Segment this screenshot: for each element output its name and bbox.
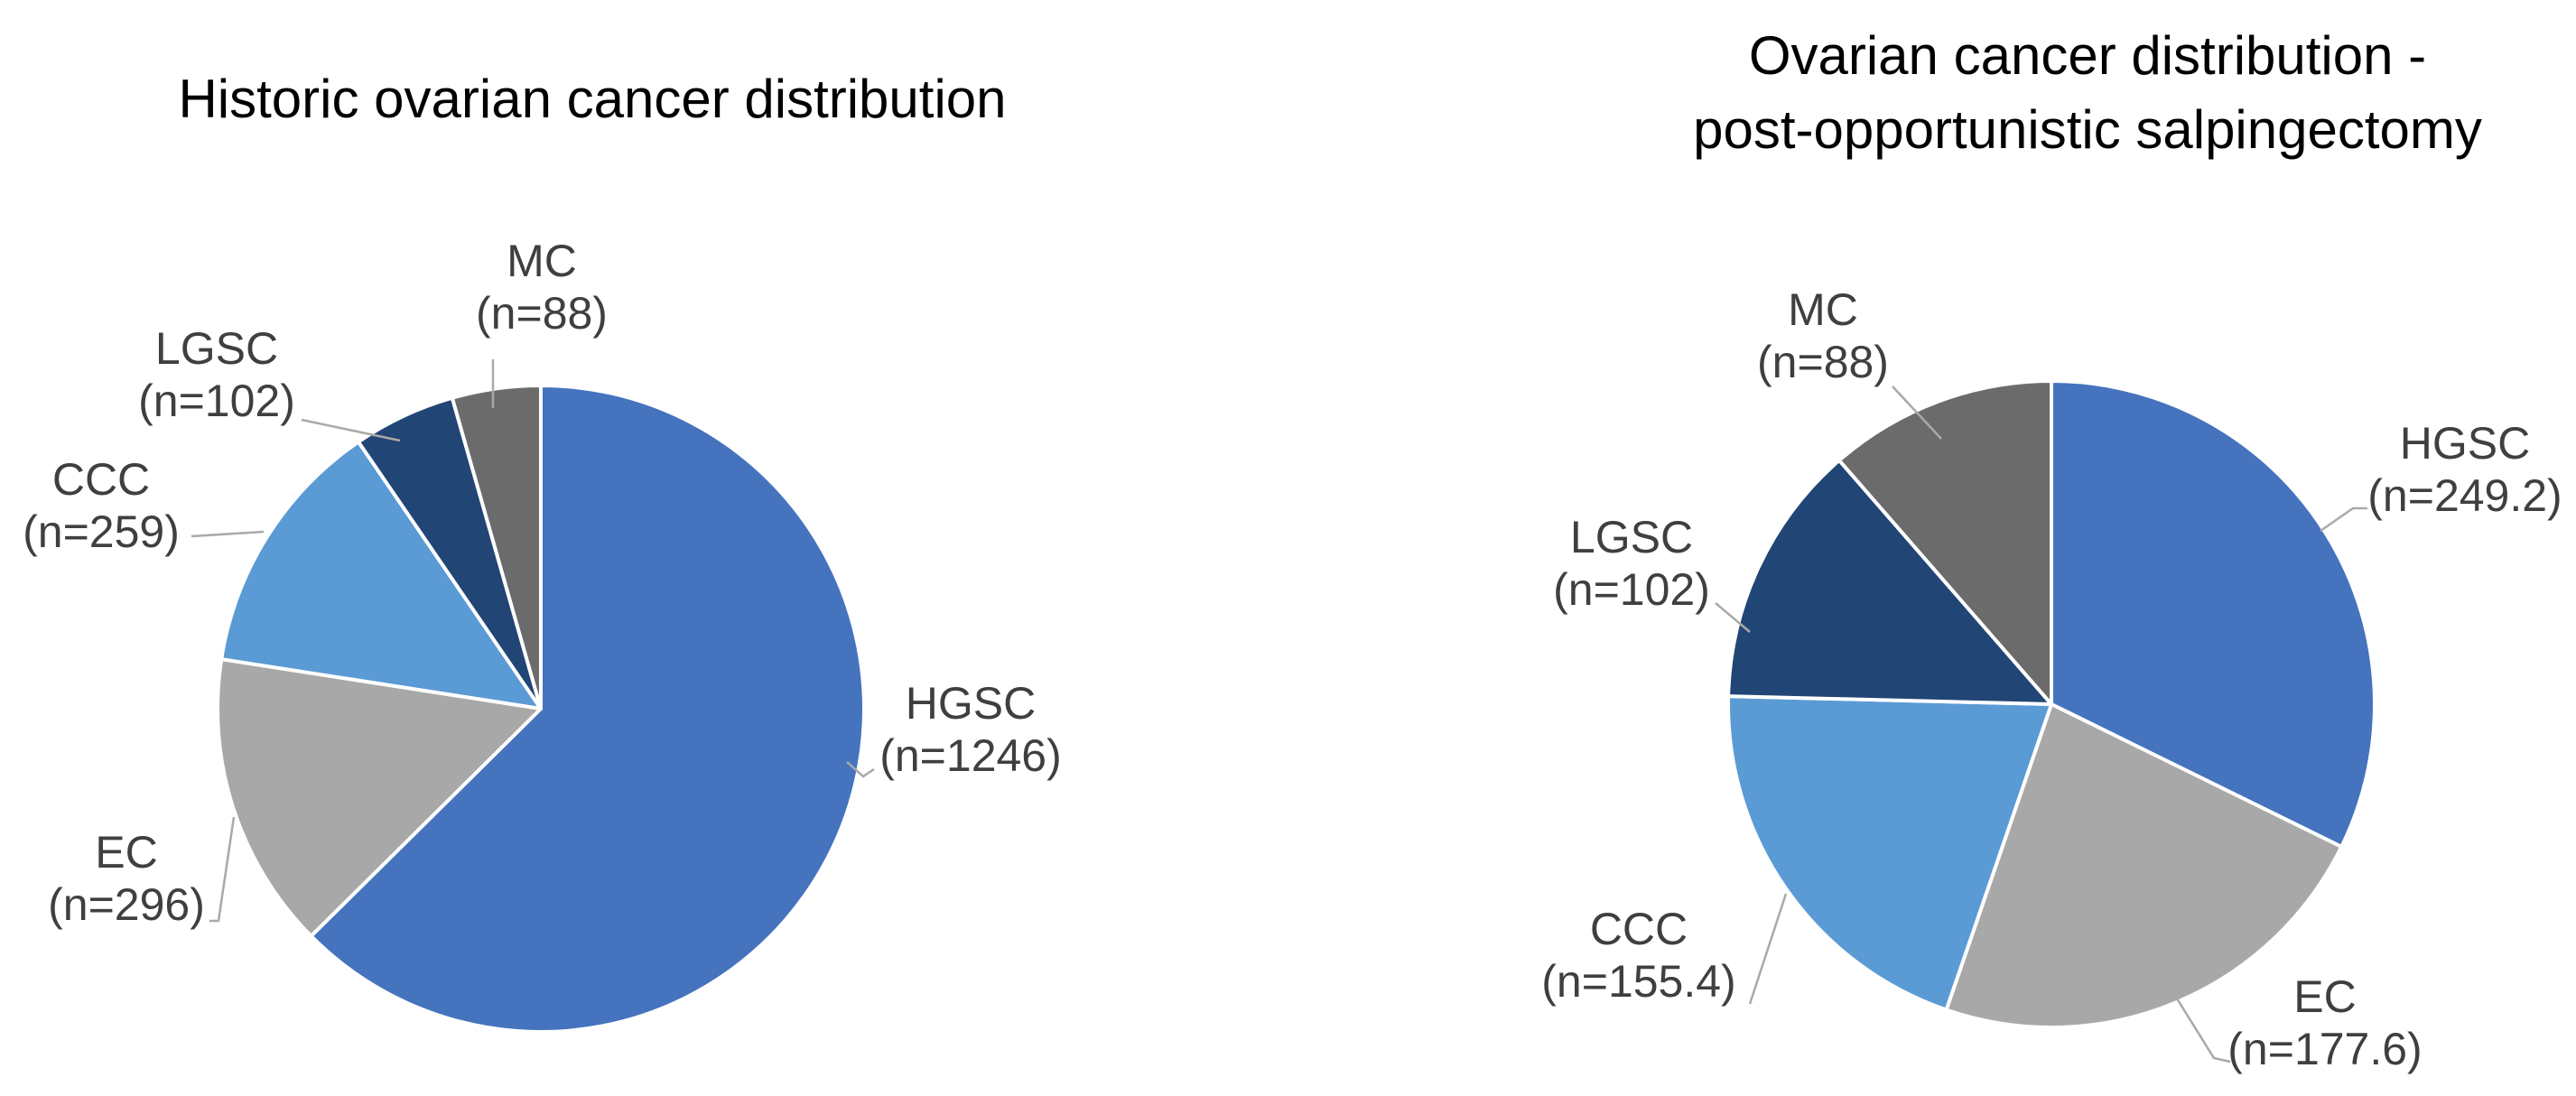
slice-label-post-lgsc: LGSC (n=102) (1553, 511, 1710, 616)
chart-title-line: Ovarian cancer distribution - (1748, 25, 2427, 86)
slice-label-historic-lgsc: LGSC (n=102) (138, 322, 295, 427)
chart-title-post-salpingectomy: Ovarian cancer distribution - post-oppor… (1693, 19, 2482, 167)
slice-name: CCC (51, 454, 151, 505)
slice-n-value: (n=102) (138, 376, 295, 426)
slice-name: LGSC (154, 323, 279, 374)
slice-n-value: (n=296) (48, 879, 205, 930)
pie-slice-ccc (219, 440, 543, 711)
slice-n-value: (n=259) (23, 506, 180, 557)
slice-n-value: (n=88) (1757, 337, 1889, 387)
slice-n-value: (n=249.2) (2367, 470, 2562, 521)
slice-label-historic-mc: MC (n=88) (476, 235, 608, 339)
pie-slice-ec (216, 657, 543, 938)
chart-title-line: post-opportunistic salpingectomy (1693, 99, 2482, 160)
slice-label-post-ccc: CCC (n=155.4) (1541, 903, 1735, 1008)
slice-label-historic-hgsc: HGSC (n=1246) (879, 677, 1062, 782)
slice-n-value: (n=155.4) (1541, 956, 1736, 1007)
pie-slice-hgsc (309, 384, 867, 1034)
pie-slice-mc (450, 384, 543, 711)
slice-name: CCC (1589, 904, 1688, 954)
chart-title-historic: Historic ovarian cancer distribution (178, 62, 1006, 136)
chart-title-line: Historic ovarian cancer distribution (178, 69, 1007, 129)
pie-slice-hgsc (2050, 379, 2376, 849)
pie-chart-historic (216, 384, 867, 1034)
pie-slice-lgsc (1726, 458, 2053, 706)
slice-name: EC (2293, 971, 2357, 1022)
pie-chart-post-salpingectomy (1726, 379, 2376, 1029)
slice-name: EC (95, 827, 158, 878)
slice-name: MC (507, 236, 577, 286)
slice-n-value: (n=177.6) (2227, 1024, 2423, 1074)
slice-label-historic-ccc: CCC (n=259) (23, 453, 180, 558)
slice-name: LGSC (1569, 512, 1694, 562)
slice-label-historic-ec: EC (n=296) (48, 826, 205, 931)
slice-name: HGSC (2399, 418, 2531, 469)
slice-name: MC (1788, 284, 1858, 335)
slice-label-post-mc: MC (n=88) (1757, 283, 1889, 388)
pie-slice-ccc (1726, 694, 2053, 1012)
slice-n-value: (n=88) (476, 288, 608, 339)
slice-label-post-ec: EC (n=177.6) (2227, 971, 2422, 1075)
slice-label-post-hgsc: HGSC (n=249.2) (2367, 417, 2562, 522)
slice-name: HGSC (905, 678, 1037, 729)
slice-n-value: (n=1246) (879, 730, 1062, 781)
slice-n-value: (n=102) (1553, 564, 1710, 615)
